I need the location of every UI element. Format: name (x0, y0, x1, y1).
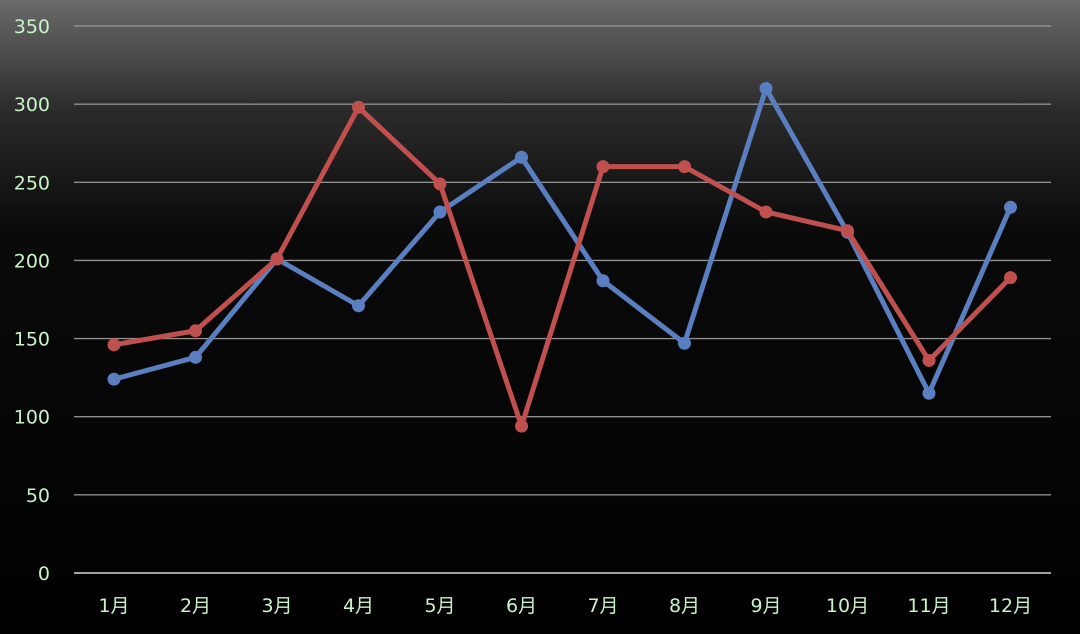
data-point (596, 160, 610, 174)
gridlines (74, 25, 1051, 574)
series-2 (107, 100, 1017, 433)
data-point (1004, 271, 1017, 285)
data-point (352, 100, 365, 114)
data-point (596, 274, 610, 288)
y-tick-label: 350 (14, 16, 50, 38)
x-tick-label: 8月 (669, 595, 700, 617)
x-tick-label: 10月 (826, 595, 869, 617)
series-1 (107, 82, 1017, 400)
data-point (515, 150, 528, 164)
x-tick-label: 12月 (989, 595, 1032, 617)
y-tick-label: 200 (14, 250, 50, 272)
data-point (433, 205, 447, 219)
data-point (1004, 200, 1017, 214)
data-point (270, 252, 284, 266)
y-tick-label: 50 (26, 485, 50, 507)
data-point (189, 324, 202, 338)
y-tick-label: 300 (14, 94, 50, 116)
data-point (107, 338, 121, 352)
data-point (515, 419, 528, 433)
y-tick-label: 150 (14, 329, 50, 351)
x-tick-label: 3月 (261, 595, 292, 617)
x-tick-label: 4月 (343, 595, 374, 617)
data-point (841, 224, 854, 238)
x-tick-label: 2月 (180, 595, 211, 617)
data-point (922, 353, 936, 367)
x-axis-tick-labels: 1月 2月 3月 4月 5月 6月 7月 8月 9月 10月 11月 12月 (98, 595, 1032, 617)
series-line (111, 86, 1013, 396)
data-point (352, 299, 365, 313)
data-point (678, 160, 691, 174)
y-tick-label: 250 (14, 172, 50, 194)
data-point (759, 82, 773, 96)
data-point (189, 350, 202, 364)
data-point (759, 205, 773, 219)
data-point (107, 372, 121, 386)
x-tick-label: 6月 (506, 595, 537, 617)
series-line (111, 104, 1013, 429)
x-tick-label: 7月 (587, 595, 618, 617)
data-point (922, 386, 936, 400)
y-tick-label: 100 (14, 407, 50, 429)
y-tick-label: 0 (38, 563, 50, 585)
series-lines (107, 82, 1017, 433)
x-tick-label: 5月 (424, 595, 455, 617)
x-tick-label: 11月 (907, 595, 950, 617)
x-tick-label: 9月 (750, 595, 781, 617)
data-point (433, 177, 447, 191)
data-point (678, 336, 691, 350)
x-tick-label: 1月 (98, 595, 129, 617)
y-axis-tick-labels: 0 50 100 150 200 250 300 350 (14, 16, 50, 585)
